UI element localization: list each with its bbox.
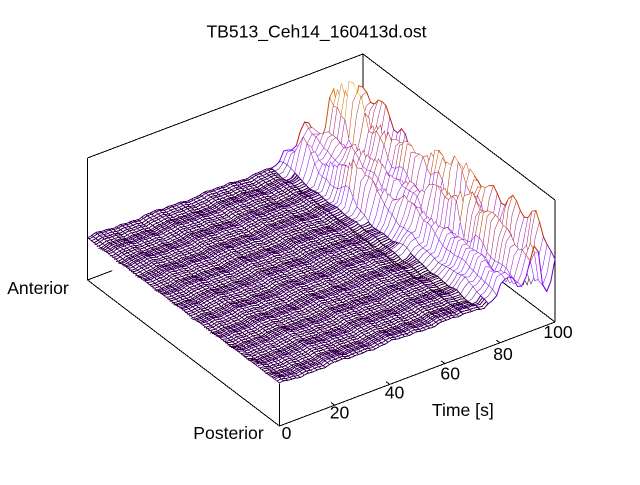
svg-text:60: 60: [440, 363, 460, 383]
svg-text:0: 0: [282, 423, 292, 443]
svg-text:Anterior: Anterior: [7, 278, 69, 298]
svg-text:40: 40: [385, 382, 405, 402]
svg-text:20: 20: [330, 402, 350, 422]
svg-text:Time [s]: Time [s]: [432, 400, 494, 420]
svg-text:TB513_Ceh14_160413d.ost: TB513_Ceh14_160413d.ost: [206, 22, 426, 43]
svg-text:100: 100: [543, 322, 573, 342]
svg-text:80: 80: [493, 344, 513, 364]
svg-text:Posterior: Posterior: [193, 423, 264, 443]
